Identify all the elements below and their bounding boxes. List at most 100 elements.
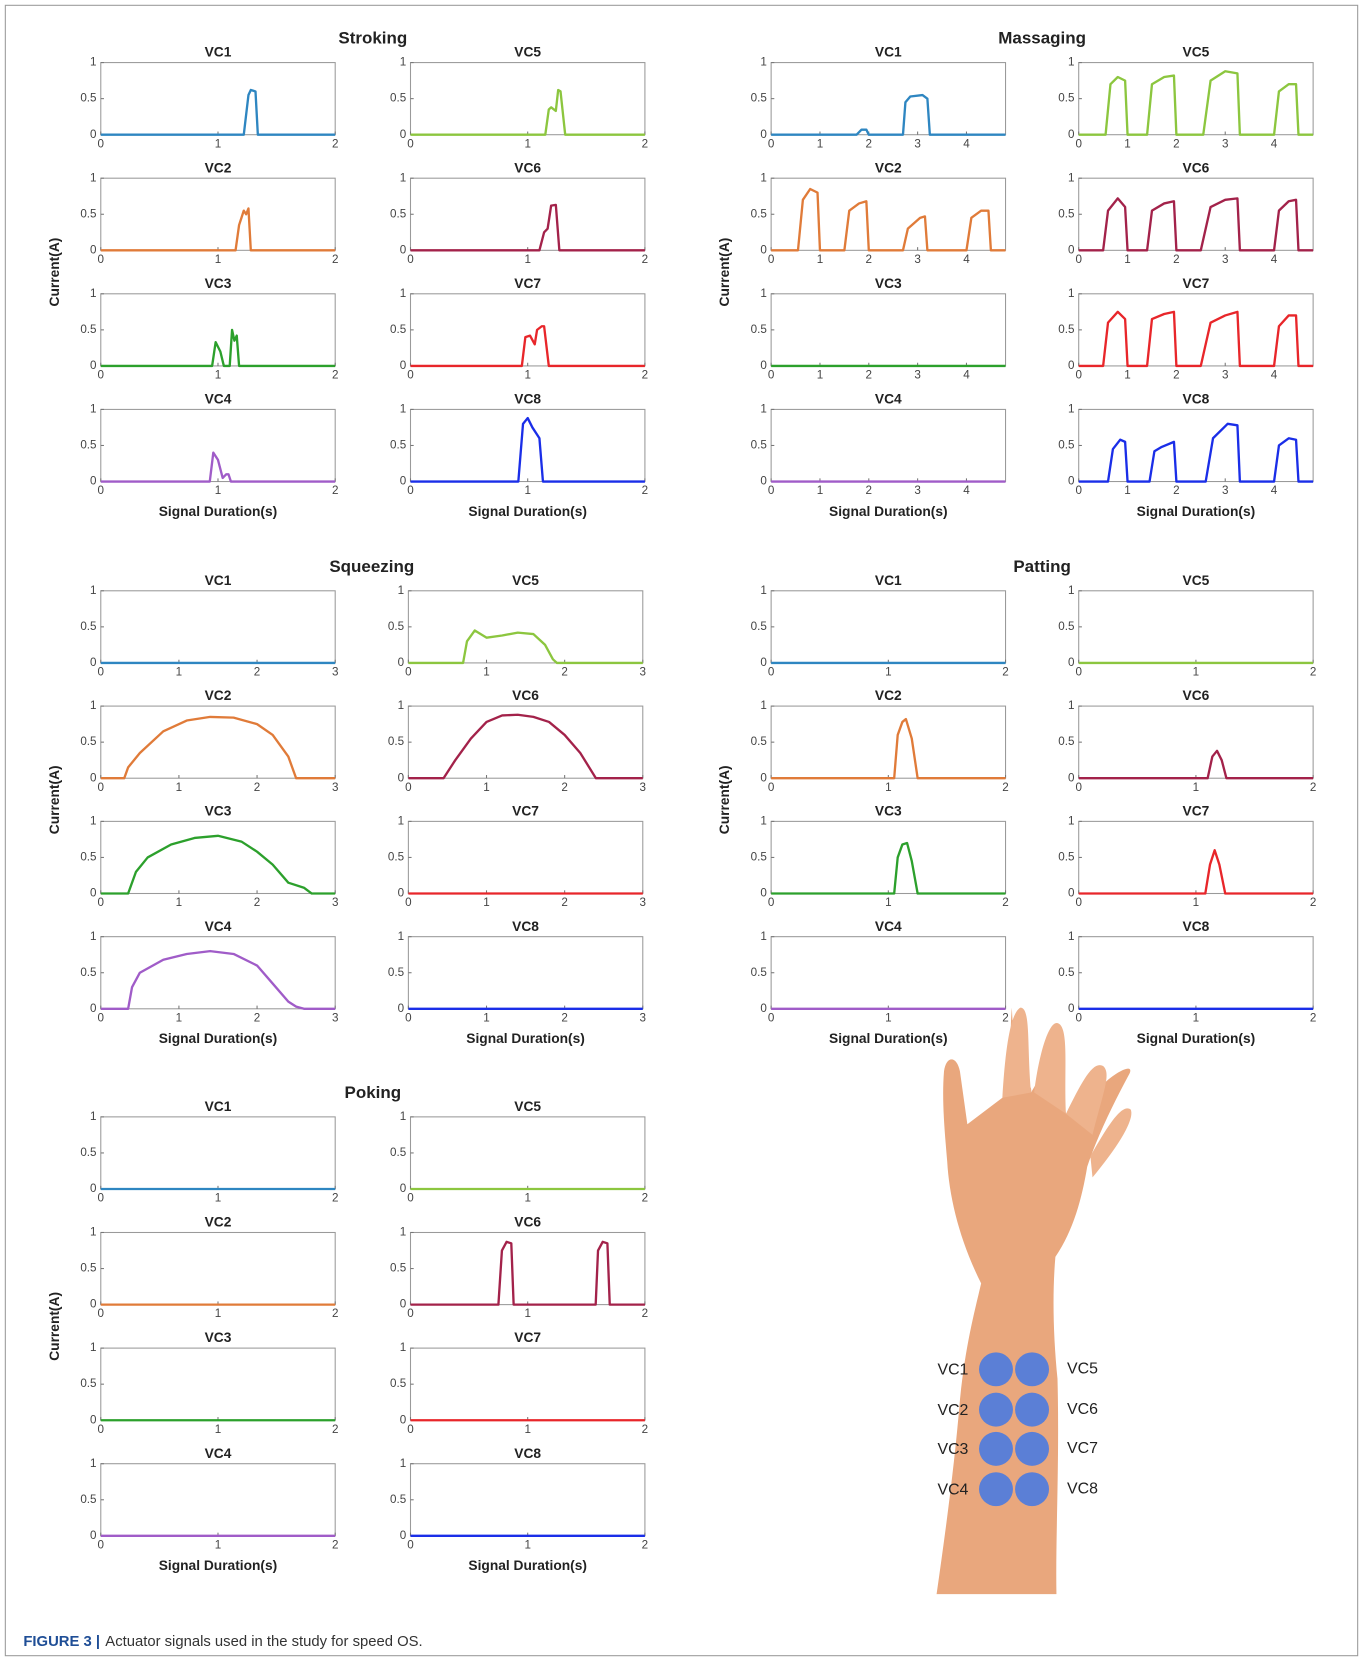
plot-frame (771, 821, 1005, 893)
y-tick-label: 1 (760, 699, 766, 712)
chart-title: Massaging (998, 29, 1086, 48)
y-tick-label: 0.5 (1058, 966, 1074, 979)
y-tick-label: 0 (90, 128, 97, 141)
x-tick-label: 2 (1002, 1011, 1008, 1024)
plot-frame (771, 63, 1005, 135)
y-tick-label: 1 (400, 287, 406, 300)
x-tick-label: 1 (524, 1192, 530, 1205)
x-tick-label: 3 (1222, 253, 1228, 266)
plot-frame (771, 294, 1005, 366)
x-tick-label: 0 (407, 484, 414, 497)
y-tick-label: 0 (398, 771, 405, 784)
panel: VC101200.51 (80, 1099, 338, 1205)
x-tick-label: 2 (1310, 896, 1316, 909)
panel-title: VC4 (205, 392, 232, 407)
x-tick-label: 2 (642, 1538, 648, 1551)
x-tick-label: 2 (561, 666, 567, 679)
x-tick-label: 1 (885, 781, 891, 794)
panel: VC5012300.51 (388, 573, 646, 679)
y-tick-label: 1 (760, 402, 766, 415)
x-tick-label: 4 (963, 369, 970, 382)
x-tick-label: 4 (1271, 137, 1278, 150)
x-tick-label: 1 (1193, 896, 1199, 909)
x-tick-label: 0 (407, 137, 414, 150)
panel-title: VC5 (514, 1099, 541, 1114)
x-tick-label: 0 (98, 369, 105, 382)
actuator-label: VC6 (1067, 1401, 1098, 1418)
panel-title: VC6 (1183, 688, 1210, 703)
plot-frame (101, 63, 335, 135)
y-tick-label: 0 (1068, 128, 1075, 141)
y-tick-label: 1 (1068, 56, 1074, 69)
x-tick-label: 1 (1124, 253, 1130, 266)
x-tick-label: 0 (98, 1192, 105, 1205)
y-tick-label: 0.5 (80, 966, 96, 979)
x-tick-label: 1 (176, 781, 182, 794)
x-tick-label: 0 (405, 781, 412, 794)
x-tick-label: 3 (914, 484, 920, 497)
chart-title: Poking (345, 1083, 402, 1102)
panel: VC301200.51 (80, 1330, 338, 1436)
y-tick-label: 0 (398, 1002, 405, 1015)
x-tick-label: 4 (1271, 369, 1278, 382)
x-tick-label: 2 (866, 369, 872, 382)
x-tick-label: 3 (332, 781, 338, 794)
x-tick-label: 1 (524, 137, 530, 150)
panel: VC70123400.51 (1058, 276, 1313, 382)
x-tick-label: 0 (407, 1192, 414, 1205)
x-tick-label: 3 (640, 781, 646, 794)
x-tick-label: 3 (1222, 369, 1228, 382)
plot-frame (411, 294, 645, 366)
panel-title: VC5 (1183, 573, 1210, 588)
panel-title: VC8 (514, 1446, 541, 1461)
y-tick-label: 0.5 (1058, 207, 1074, 220)
panel-title: VC8 (1183, 919, 1210, 934)
chart-group: SqueezingCurrent(A)Signal Duration(s)Sig… (47, 557, 646, 1046)
panel-title: VC2 (205, 1215, 232, 1230)
x-tick-label: 2 (1173, 137, 1179, 150)
x-axis-label: Signal Duration(s) (829, 1031, 948, 1046)
panel: VC201200.51 (80, 1215, 338, 1321)
x-tick-label: 0 (98, 1307, 105, 1320)
x-tick-label: 0 (98, 896, 105, 909)
x-tick-label: 2 (642, 1423, 648, 1436)
panel: VC601200.51 (390, 1215, 648, 1321)
x-tick-label: 2 (866, 484, 872, 497)
plot-frame (1079, 591, 1313, 663)
x-tick-label: 2 (642, 253, 648, 266)
x-tick-label: 2 (642, 1307, 648, 1320)
x-tick-label: 2 (642, 137, 648, 150)
x-tick-label: 0 (768, 137, 775, 150)
y-tick-label: 1 (398, 814, 404, 827)
x-tick-label: 2 (332, 1192, 338, 1205)
y-tick-label: 0 (760, 887, 767, 900)
x-tick-label: 1 (885, 666, 891, 679)
x-axis-label: Signal Duration(s) (468, 504, 587, 519)
x-tick-label: 2 (332, 1538, 338, 1551)
y-tick-label: 0 (90, 656, 97, 669)
plot-frame (411, 178, 645, 250)
y-tick-label: 0.5 (388, 735, 404, 748)
x-tick-label: 1 (483, 666, 489, 679)
y-tick-label: 0.5 (1058, 92, 1074, 105)
y-tick-label: 1 (760, 814, 766, 827)
x-tick-label: 0 (1075, 896, 1082, 909)
x-tick-label: 2 (254, 1011, 260, 1024)
panel: VC1012300.51 (80, 573, 338, 679)
x-tick-label: 4 (1271, 484, 1278, 497)
x-tick-label: 1 (1193, 781, 1199, 794)
x-tick-label: 1 (176, 1011, 182, 1024)
panel: VC301200.51 (751, 803, 1009, 909)
y-tick-label: 0 (90, 1413, 97, 1426)
x-tick-label: 1 (1124, 484, 1130, 497)
x-tick-label: 0 (768, 781, 775, 794)
y-tick-label: 0 (760, 243, 767, 256)
x-tick-label: 3 (640, 896, 646, 909)
panel: VC4012300.51 (80, 919, 338, 1025)
x-tick-label: 1 (817, 369, 823, 382)
panel-title: VC3 (205, 803, 232, 818)
